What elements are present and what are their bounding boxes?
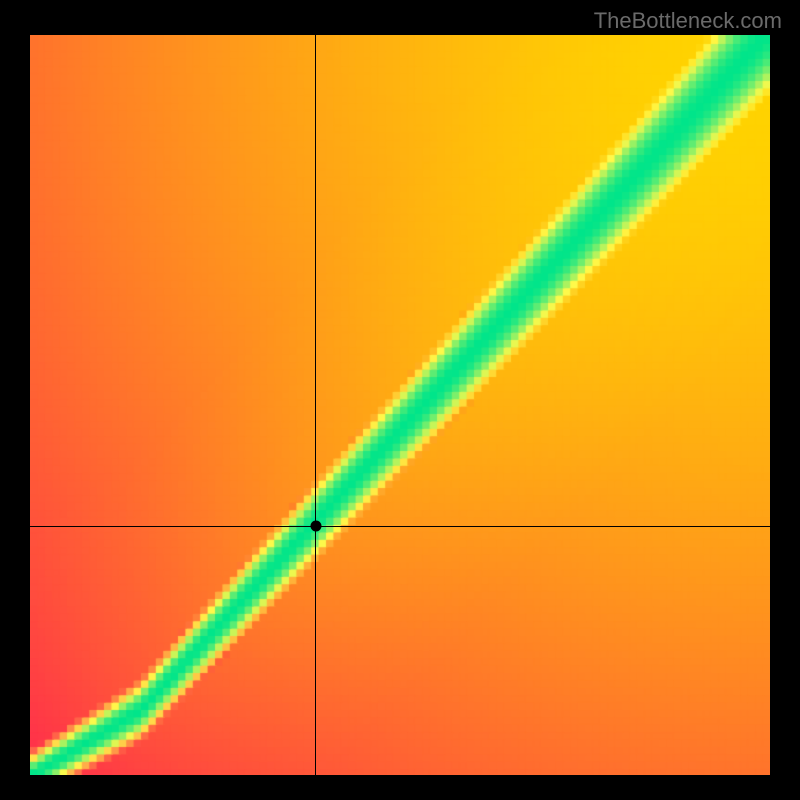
heatmap-plot <box>30 35 770 775</box>
watermark-label: TheBottleneck.com <box>594 8 782 34</box>
crosshair-marker <box>310 521 321 532</box>
crosshair-vertical <box>315 35 316 775</box>
heatmap-canvas <box>30 35 770 775</box>
crosshair-horizontal <box>30 526 770 527</box>
